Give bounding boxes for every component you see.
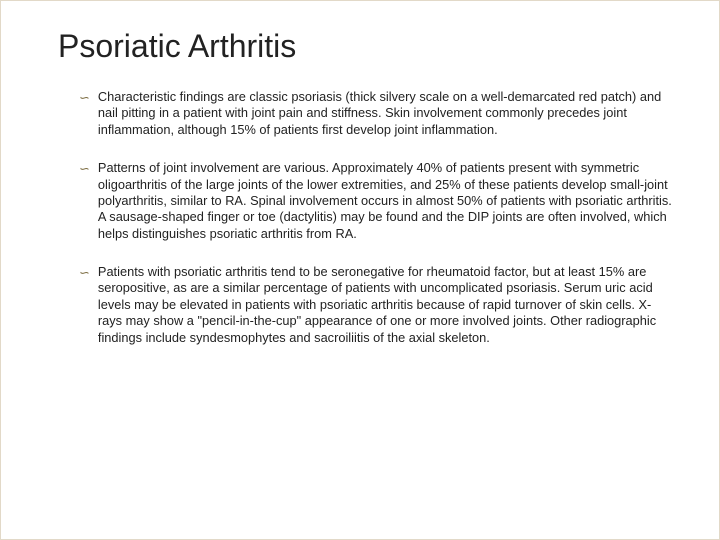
page-title: Psoriatic Arthritis [58,28,672,65]
bullet-text: Characteristic findings are classic psor… [98,89,672,138]
bullet-icon: ∽ [78,265,88,282]
list-item: ∽ Patterns of joint involvement are vari… [78,160,672,242]
bullet-icon: ∽ [78,161,88,178]
list-item: ∽ Patients with psoriatic arthritis tend… [78,264,672,346]
bullet-text: Patients with psoriatic arthritis tend t… [98,264,672,346]
bullet-list: ∽ Characteristic findings are classic ps… [78,89,672,346]
slide: Psoriatic Arthritis ∽ Characteristic fin… [0,0,720,540]
list-item: ∽ Characteristic findings are classic ps… [78,89,672,138]
bullet-icon: ∽ [78,90,88,107]
bullet-text: Patterns of joint involvement are variou… [98,160,672,242]
